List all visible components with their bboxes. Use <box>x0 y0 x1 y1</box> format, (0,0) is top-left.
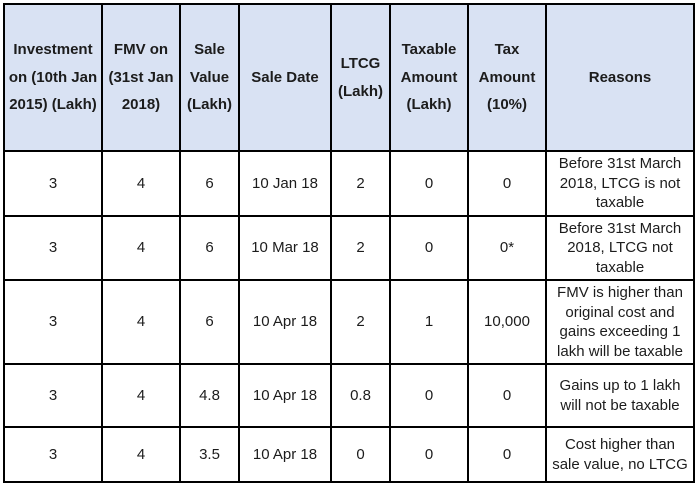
cell-taxable-amount: 0 <box>389 150 469 217</box>
cell-fmv: 4 <box>101 363 181 428</box>
cell-ltcg: 0 <box>330 426 391 483</box>
document-page: Investment on (10th Jan 2015) (Lakh) FMV… <box>3 3 695 483</box>
cell-tax-amount: 0* <box>467 214 547 281</box>
table-row: 3 4 6 10 Mar 18 2 0 0* Before 31st March… <box>3 214 695 281</box>
cell-taxable-amount: 0 <box>389 426 469 483</box>
table-row: 3 4 6 10 Apr 18 2 1 10,000 FMV is higher… <box>3 279 695 365</box>
cell-investment: 3 <box>3 150 103 217</box>
column-header-sale-date: Sale Date <box>238 3 332 152</box>
cell-tax-amount: 0 <box>467 363 547 428</box>
cell-sale-date: 10 Jan 18 <box>238 150 332 217</box>
column-header-fmv: FMV on (31st Jan 2018) <box>101 3 181 152</box>
cell-taxable-amount: 1 <box>389 279 469 365</box>
ltcg-tax-table: Investment on (10th Jan 2015) (Lakh) FMV… <box>3 3 695 483</box>
table-row: 3 4 4.8 10 Apr 18 0.8 0 0 Gains up to 1 … <box>3 363 695 428</box>
cell-sale-date: 10 Apr 18 <box>238 426 332 483</box>
table-row: 3 4 3.5 10 Apr 18 0 0 0 Cost higher than… <box>3 426 695 483</box>
cell-sale-value: 6 <box>179 279 240 365</box>
cell-fmv: 4 <box>101 426 181 483</box>
cell-sale-date: 10 Apr 18 <box>238 279 332 365</box>
cell-sale-date: 10 Apr 18 <box>238 363 332 428</box>
table-row: 3 4 6 10 Jan 18 2 0 0 Before 31st March … <box>3 150 695 217</box>
column-header-reasons: Reasons <box>545 3 695 152</box>
cell-ltcg: 0.8 <box>330 363 391 428</box>
cell-sale-value: 4.8 <box>179 363 240 428</box>
cell-taxable-amount: 0 <box>389 363 469 428</box>
cell-sale-value: 3.5 <box>179 426 240 483</box>
cell-investment: 3 <box>3 363 103 428</box>
cell-ltcg: 2 <box>330 150 391 217</box>
cell-taxable-amount: 0 <box>389 214 469 281</box>
cell-investment: 3 <box>3 214 103 281</box>
cell-sale-value: 6 <box>179 214 240 281</box>
cell-ltcg: 2 <box>330 214 391 281</box>
cell-reason: FMV is higher than original cost and gai… <box>545 279 695 365</box>
header-row: Investment on (10th Jan 2015) (Lakh) FMV… <box>3 3 695 152</box>
cell-fmv: 4 <box>101 150 181 217</box>
column-header-tax-amount: Tax Amount (10%) <box>467 3 547 152</box>
cell-reason: Gains up to 1 lakh will not be taxable <box>545 363 695 428</box>
cell-reason: Cost higher than sale value, no LTCG <box>545 426 695 483</box>
cell-ltcg: 2 <box>330 279 391 365</box>
cell-investment: 3 <box>3 279 103 365</box>
cell-reason: Before 31st March 2018, LTCG is not taxa… <box>545 150 695 217</box>
cell-investment: 3 <box>3 426 103 483</box>
column-header-investment: Investment on (10th Jan 2015) (Lakh) <box>3 3 103 152</box>
cell-sale-date: 10 Mar 18 <box>238 214 332 281</box>
cell-fmv: 4 <box>101 279 181 365</box>
cell-tax-amount: 10,000 <box>467 279 547 365</box>
cell-reason: Before 31st March 2018, LTCG not taxable <box>545 214 695 281</box>
column-header-sale-value: Sale Value (Lakh) <box>179 3 240 152</box>
cell-tax-amount: 0 <box>467 150 547 217</box>
column-header-ltcg: LTCG (Lakh) <box>330 3 391 152</box>
cell-tax-amount: 0 <box>467 426 547 483</box>
column-header-taxable-amount: Taxable Amount (Lakh) <box>389 3 469 152</box>
cell-sale-value: 6 <box>179 150 240 217</box>
cell-fmv: 4 <box>101 214 181 281</box>
